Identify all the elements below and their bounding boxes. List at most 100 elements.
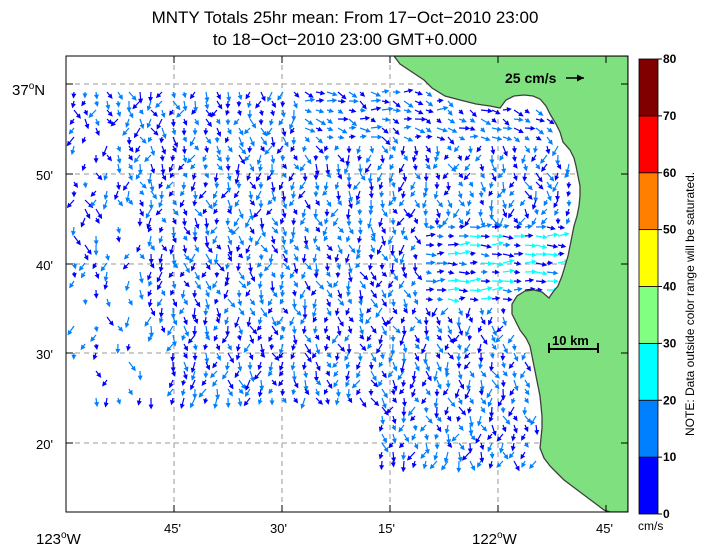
- current-vector: [490, 334, 496, 343]
- current-vector: [146, 217, 152, 230]
- current-vector: [555, 217, 561, 225]
- current-vector: [103, 280, 109, 291]
- current-vector: [469, 370, 475, 379]
- current-vector: [491, 343, 497, 351]
- current-vector: [346, 388, 352, 399]
- current-vector: [457, 370, 463, 380]
- current-vector: [238, 325, 243, 336]
- current-vector: [452, 334, 460, 343]
- current-vector: [414, 235, 422, 245]
- current-vector: [410, 244, 416, 252]
- current-vector: [213, 397, 219, 410]
- current-vector: [466, 208, 471, 217]
- current-vector: [236, 289, 242, 298]
- current-vector: [392, 118, 400, 125]
- current-vector: [543, 199, 549, 207]
- current-vector: [90, 190, 97, 197]
- current-vector: [204, 325, 210, 337]
- current-vector: [205, 361, 211, 371]
- current-vector: [138, 91, 144, 104]
- current-vector: [522, 172, 528, 182]
- current-vector: [368, 388, 374, 397]
- current-vector: [216, 127, 222, 137]
- current-vector: [489, 406, 495, 418]
- current-vector: [191, 370, 196, 381]
- current-vector: [375, 307, 383, 318]
- current-vector: [234, 370, 240, 379]
- current-vector: [221, 334, 229, 344]
- current-vector: [301, 361, 307, 371]
- current-vector: [546, 190, 552, 202]
- current-vector: [171, 199, 177, 206]
- current-vector: [81, 100, 87, 107]
- current-vector: [434, 406, 440, 419]
- current-vector: [464, 154, 471, 161]
- current-vector: [303, 379, 309, 392]
- current-vector: [260, 127, 267, 137]
- current-vector: [84, 208, 91, 220]
- lon-label-15: 15': [378, 521, 395, 536]
- current-vector: [447, 109, 453, 116]
- current-vector: [146, 100, 152, 112]
- current-vector: [212, 379, 218, 387]
- current-vector: [424, 433, 429, 441]
- current-vector: [357, 208, 363, 216]
- current-vector: [147, 298, 153, 308]
- current-vector: [128, 91, 137, 101]
- current-vector: [94, 397, 100, 408]
- current-vector: [171, 226, 177, 238]
- current-vector: [540, 217, 548, 225]
- current-vector: [314, 262, 320, 275]
- lon-label-122w: 122oW: [472, 530, 518, 548]
- current-vector: [181, 379, 187, 387]
- current-vector: [388, 352, 394, 363]
- current-vector: [213, 325, 219, 332]
- current-vector: [480, 136, 491, 142]
- current-vector: [159, 190, 165, 201]
- current-vector: [235, 244, 241, 253]
- current-vector: [282, 307, 289, 315]
- current-vector: [491, 296, 501, 302]
- current-vector: [249, 370, 255, 383]
- current-vector: [289, 127, 295, 135]
- current-vector: [344, 334, 350, 342]
- current-vector: [160, 325, 166, 334]
- current-vector: [429, 460, 438, 470]
- current-vector: [193, 145, 200, 151]
- current-vector: [443, 190, 449, 196]
- current-vector: [312, 253, 318, 264]
- current-vector: [566, 190, 572, 198]
- current-vector: [454, 388, 460, 399]
- current-vector: [348, 190, 354, 203]
- current-vector: [267, 298, 273, 307]
- current-vector: [391, 226, 397, 236]
- current-vector: [258, 118, 264, 126]
- current-vector: [115, 235, 121, 243]
- current-vector: [414, 271, 423, 281]
- current-vector: [491, 117, 497, 123]
- current-vector: [256, 190, 262, 201]
- current-vector: [183, 343, 189, 352]
- current-vector: [508, 199, 515, 209]
- current-vector: [253, 208, 262, 218]
- current-vector: [348, 244, 356, 254]
- current-vector: [245, 217, 251, 229]
- current-vector: [400, 145, 406, 156]
- current-vector: [299, 289, 306, 300]
- current-vector: [234, 199, 240, 208]
- current-vector: [502, 199, 507, 210]
- current-vector: [312, 325, 318, 335]
- current-vector: [245, 289, 251, 298]
- current-vector: [281, 208, 287, 219]
- current-vector: [540, 154, 548, 164]
- current-vector: [425, 361, 431, 372]
- current-vector: [214, 217, 220, 225]
- current-vector: [357, 235, 362, 244]
- current-vector: [377, 172, 383, 183]
- current-vector: [95, 208, 103, 220]
- current-vector: [520, 451, 526, 460]
- current-vector: [313, 154, 319, 162]
- current-vector: [487, 433, 493, 441]
- current-vector: [348, 199, 353, 210]
- current-vector: [249, 307, 256, 317]
